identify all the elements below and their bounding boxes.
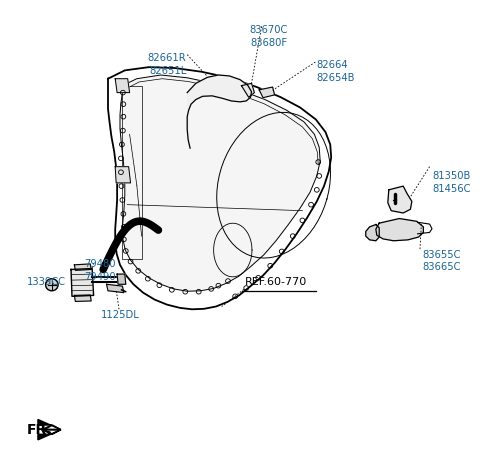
Text: 83655C
83665C: 83655C 83665C	[422, 250, 461, 272]
Text: 81350B
81456C: 81350B 81456C	[432, 171, 470, 194]
Polygon shape	[366, 225, 379, 241]
Polygon shape	[74, 264, 91, 270]
Text: REF.60-770: REF.60-770	[245, 277, 307, 288]
Polygon shape	[71, 269, 94, 296]
Polygon shape	[108, 67, 331, 309]
Text: 79480
79490: 79480 79490	[84, 259, 116, 282]
Polygon shape	[120, 75, 320, 291]
Polygon shape	[187, 75, 252, 148]
Polygon shape	[241, 83, 254, 97]
Text: FR.: FR.	[26, 423, 52, 437]
Text: 1125DL: 1125DL	[101, 310, 139, 320]
Polygon shape	[117, 274, 126, 284]
Polygon shape	[115, 79, 130, 93]
Polygon shape	[115, 167, 131, 183]
Circle shape	[46, 279, 58, 291]
Polygon shape	[38, 430, 61, 440]
Text: 1339CC: 1339CC	[26, 277, 65, 288]
Text: 82664
82654B: 82664 82654B	[317, 60, 355, 82]
Polygon shape	[74, 295, 91, 301]
Polygon shape	[107, 284, 124, 293]
Polygon shape	[38, 419, 61, 430]
Polygon shape	[376, 219, 423, 241]
Polygon shape	[388, 186, 412, 213]
Text: 83670C
83680F: 83670C 83680F	[250, 25, 288, 48]
Text: 82661R
82651L: 82661R 82651L	[148, 53, 186, 75]
Polygon shape	[259, 87, 275, 98]
